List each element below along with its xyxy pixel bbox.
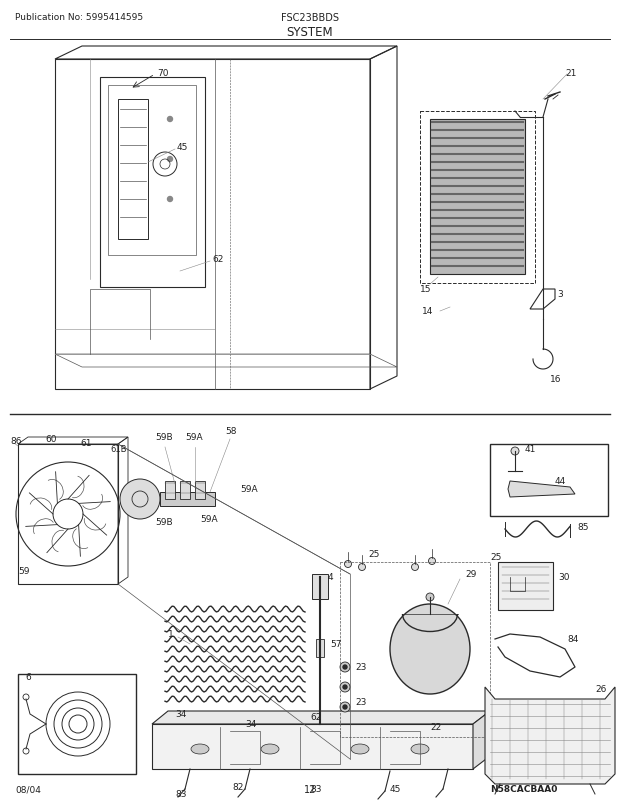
- Bar: [340, 562, 490, 737]
- Circle shape: [511, 448, 519, 456]
- Polygon shape: [152, 724, 473, 769]
- Circle shape: [343, 665, 347, 669]
- Text: 1: 1: [168, 630, 174, 638]
- Text: 59B: 59B: [155, 518, 172, 527]
- Bar: [180, 481, 190, 500]
- Text: 44: 44: [555, 477, 566, 486]
- Circle shape: [167, 157, 172, 162]
- Bar: [316, 639, 324, 657]
- Text: 59B: 59B: [155, 433, 172, 442]
- Circle shape: [412, 564, 418, 571]
- Text: 86: 86: [10, 437, 22, 446]
- Text: 25: 25: [368, 550, 379, 559]
- Text: 15: 15: [420, 286, 432, 294]
- Circle shape: [167, 197, 172, 202]
- Text: 59A: 59A: [185, 433, 203, 442]
- Bar: [312, 574, 328, 599]
- Text: 58: 58: [225, 427, 236, 436]
- Text: 23: 23: [355, 662, 366, 671]
- Text: 41: 41: [525, 445, 536, 454]
- Text: 62: 62: [310, 713, 321, 722]
- Circle shape: [343, 705, 347, 709]
- Text: 26: 26: [595, 685, 606, 694]
- Text: 14: 14: [422, 307, 433, 316]
- Circle shape: [426, 593, 434, 602]
- Text: 59: 59: [18, 567, 30, 576]
- Circle shape: [343, 685, 347, 689]
- Bar: [118, 100, 148, 240]
- Text: 62: 62: [212, 255, 223, 264]
- Text: 59A: 59A: [240, 485, 258, 494]
- Ellipse shape: [191, 744, 209, 754]
- Text: 83: 83: [310, 784, 322, 793]
- Text: N58CACBAA0: N58CACBAA0: [490, 784, 557, 793]
- Text: 45: 45: [177, 144, 188, 152]
- Bar: [490, 444, 608, 516]
- Circle shape: [340, 683, 350, 692]
- Text: 12: 12: [304, 784, 316, 794]
- Ellipse shape: [390, 604, 470, 695]
- Polygon shape: [473, 711, 490, 769]
- Text: 83: 83: [175, 789, 187, 799]
- Bar: [18, 674, 136, 774]
- Circle shape: [120, 480, 160, 520]
- Bar: [195, 481, 205, 500]
- Circle shape: [345, 561, 352, 568]
- Text: 61: 61: [80, 439, 92, 448]
- Bar: [498, 562, 553, 610]
- Text: 82: 82: [232, 783, 244, 792]
- Text: 57: 57: [330, 640, 342, 649]
- Text: FSC23BBDS: FSC23BBDS: [281, 13, 339, 23]
- Text: 60: 60: [45, 435, 56, 444]
- Text: 61B: 61B: [110, 445, 126, 454]
- Bar: [420, 111, 535, 284]
- Ellipse shape: [351, 744, 369, 754]
- Text: 29: 29: [465, 569, 476, 579]
- Bar: [108, 86, 196, 256]
- Circle shape: [167, 117, 172, 123]
- Text: 59A: 59A: [200, 515, 218, 524]
- Text: 4: 4: [328, 573, 334, 581]
- Polygon shape: [508, 481, 575, 497]
- Polygon shape: [152, 711, 490, 724]
- Text: 08/04: 08/04: [15, 784, 41, 793]
- Text: 6: 6: [25, 673, 31, 682]
- Text: 23: 23: [355, 698, 366, 707]
- Text: 84: 84: [567, 634, 578, 644]
- Polygon shape: [485, 687, 615, 784]
- Circle shape: [428, 558, 435, 565]
- Text: 21: 21: [565, 68, 577, 78]
- Text: 16: 16: [550, 375, 562, 384]
- Circle shape: [358, 564, 366, 571]
- Bar: [160, 492, 215, 506]
- Text: 85: 85: [577, 523, 588, 532]
- Text: 3: 3: [557, 290, 563, 299]
- Bar: [18, 444, 118, 585]
- Bar: [100, 78, 205, 288]
- Circle shape: [340, 662, 350, 672]
- Bar: [430, 119, 525, 274]
- Text: 25: 25: [490, 553, 502, 561]
- Text: SYSTEM: SYSTEM: [286, 26, 334, 38]
- Text: 45: 45: [390, 784, 401, 793]
- Text: 30: 30: [558, 573, 570, 581]
- Bar: [165, 481, 175, 500]
- Ellipse shape: [261, 744, 279, 754]
- Ellipse shape: [411, 744, 429, 754]
- Text: 34: 34: [175, 710, 187, 719]
- Text: 34: 34: [245, 719, 257, 728]
- Circle shape: [340, 702, 350, 712]
- Text: Publication No: 5995414595: Publication No: 5995414595: [15, 14, 143, 22]
- Text: 22: 22: [430, 723, 441, 731]
- Text: 70: 70: [157, 68, 169, 78]
